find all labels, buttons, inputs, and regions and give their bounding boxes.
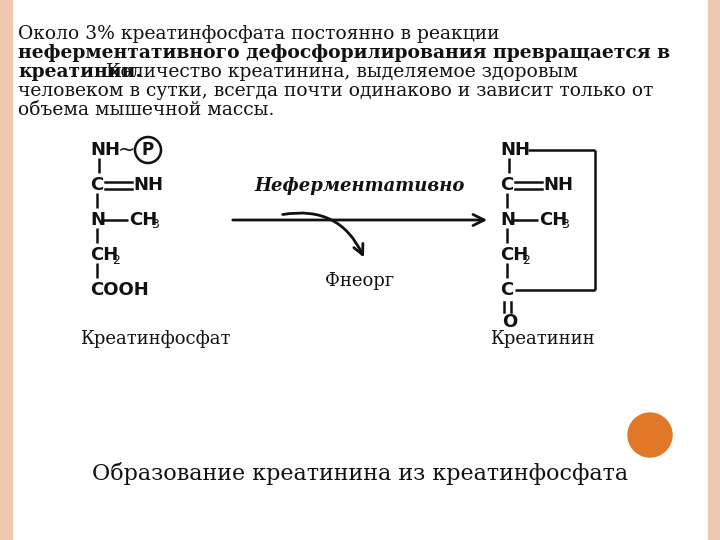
Text: P: P <box>142 141 154 159</box>
Text: ~: ~ <box>118 140 135 160</box>
Text: Креатинфосфат: Креатинфосфат <box>80 330 230 348</box>
Text: CH: CH <box>539 211 567 229</box>
Text: N: N <box>500 211 515 229</box>
Text: COOH: COOH <box>90 281 149 299</box>
Text: 2: 2 <box>522 253 530 267</box>
Text: Около 3% креатинфосфата постоянно в реакции: Около 3% креатинфосфата постоянно в реак… <box>18 25 500 43</box>
Text: N: N <box>90 211 105 229</box>
Text: Образование креатинина из креатинфосфата: Образование креатинина из креатинфосфата <box>92 462 628 485</box>
Text: CH: CH <box>90 246 118 264</box>
Text: CH: CH <box>500 246 528 264</box>
Text: Креатинин: Креатинин <box>490 330 595 348</box>
Text: NH: NH <box>133 176 163 194</box>
Circle shape <box>628 413 672 457</box>
Text: O: O <box>502 313 517 331</box>
Text: NH: NH <box>500 141 530 159</box>
Text: CH: CH <box>129 211 157 229</box>
Text: Неферментативно: Неферментативно <box>255 177 465 195</box>
Text: NH: NH <box>543 176 573 194</box>
Text: неферментативного дефосфорилирования превращается в: неферментативного дефосфорилирования пре… <box>18 44 670 62</box>
Text: Фнеорг: Фнеорг <box>325 272 395 290</box>
Text: NH: NH <box>90 141 120 159</box>
Text: C: C <box>500 176 513 194</box>
Bar <box>708 0 720 540</box>
Text: креатинин.: креатинин. <box>18 63 142 81</box>
Text: 2: 2 <box>112 253 120 267</box>
Text: Количество креатинина, выделяемое здоровым: Количество креатинина, выделяемое здоров… <box>100 63 578 81</box>
Text: человеком в сутки, всегда почти одинаково и зависит только от: человеком в сутки, всегда почти одинаков… <box>18 82 654 100</box>
Text: C: C <box>90 176 103 194</box>
Text: C: C <box>500 281 513 299</box>
Text: 3: 3 <box>151 219 159 232</box>
Text: объема мышечной массы.: объема мышечной массы. <box>18 101 274 119</box>
Text: 3: 3 <box>561 219 569 232</box>
Bar <box>0 0 12 540</box>
